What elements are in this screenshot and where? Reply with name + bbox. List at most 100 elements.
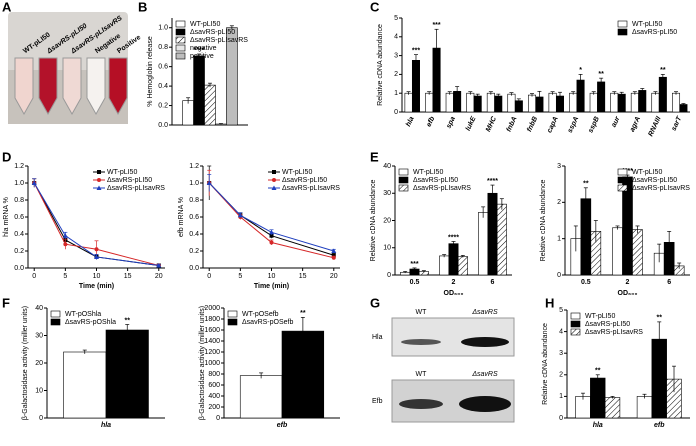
y-tick-label: 200	[208, 404, 220, 411]
y-tick-label: 1.0	[189, 180, 199, 187]
bar	[632, 229, 643, 276]
bar	[580, 198, 592, 276]
y-tick-label: 0.2	[189, 248, 199, 255]
legend-swatch	[398, 184, 409, 192]
legend-swatch	[175, 36, 186, 44]
y-axis-label: efb mRNA %	[178, 197, 185, 237]
x-tick-label: 10	[93, 273, 101, 280]
y-tick-label: 0.6	[158, 63, 168, 70]
legend-label: WT-pOSefb	[242, 311, 279, 318]
legend-swatch	[617, 28, 628, 36]
x-tick-label: capA	[546, 116, 560, 134]
x-tick-label: 10	[268, 273, 276, 280]
bar	[494, 95, 503, 113]
legend-swatch	[398, 176, 409, 184]
blot-row-label: Efb	[372, 398, 383, 405]
legend-swatch	[617, 176, 628, 184]
legend-label: positive	[190, 53, 214, 60]
significance: **	[657, 315, 663, 322]
panel-label: B	[138, 0, 147, 14]
legend-label: WT-pLI50	[413, 169, 443, 176]
bar	[478, 212, 489, 276]
y-tick-label: 40	[383, 163, 391, 170]
legend-label: ΔsavRS-pLI50	[282, 177, 327, 184]
legend-marker	[272, 178, 276, 182]
panel-label: F	[2, 295, 10, 310]
bar	[411, 59, 420, 113]
y-tick-label: 30	[383, 190, 391, 197]
bar	[679, 104, 688, 113]
y-axis-label: Relative cDNA abundance	[542, 323, 549, 405]
bar	[457, 256, 468, 276]
significance: **	[598, 71, 604, 78]
point	[94, 247, 99, 252]
blot-row-label: Hla	[372, 334, 383, 341]
panel-label: C	[370, 0, 380, 14]
legend-label: ΔsavRS-pOShla	[65, 319, 116, 326]
significance: ***	[410, 261, 418, 268]
legend-swatch	[398, 168, 409, 176]
legend-label: ΔsavRS-pLI50	[632, 29, 677, 36]
tubes	[14, 57, 128, 116]
legend-label: WT-pLI50	[190, 21, 220, 28]
legend-label: ΔsavRS-pLI50	[107, 177, 152, 184]
x-tick-label: sspB	[587, 116, 601, 134]
y-tick-label: 0.0	[158, 122, 168, 129]
y-tick-label: 400	[208, 393, 220, 400]
x-tick-label: 6	[667, 279, 671, 286]
significance: **	[595, 368, 601, 375]
blot-lane-label: WT	[416, 371, 428, 378]
bar	[651, 92, 660, 113]
legend-label: ΔsavRS-pLIsavRS	[632, 185, 690, 192]
legend-label: ΔsavRS-pLI50	[190, 29, 235, 36]
bar	[658, 76, 667, 113]
bar	[193, 55, 205, 126]
legend-label: ΔsavRS-pLI50	[585, 321, 630, 328]
y-tick-label: 0.6	[14, 214, 24, 221]
point	[62, 233, 68, 238]
blot-lane-label: ΔsavRS	[471, 371, 498, 378]
bar	[487, 192, 498, 276]
bar	[569, 92, 578, 113]
y-tick-label: 0.2	[158, 102, 168, 109]
y-tick-label: 1000	[204, 360, 220, 367]
y-tick-label: 3	[557, 163, 561, 170]
point	[94, 254, 99, 259]
bar	[636, 396, 653, 419]
y-tick-label: 2	[559, 372, 563, 379]
significance: **	[125, 317, 131, 324]
panel-label: A	[2, 0, 12, 14]
bar	[610, 92, 619, 113]
legend-label: negative	[190, 45, 217, 52]
x-tick-label: 0.5	[410, 279, 420, 286]
y-tick-label: 10	[35, 387, 43, 394]
bar	[590, 377, 606, 419]
x-tick-label: hla	[405, 116, 416, 128]
bar	[617, 93, 626, 113]
y-axis-label: Relative cDNA abundance	[377, 24, 384, 106]
x-tick-label: 2	[626, 279, 630, 286]
legend-label: WT-pOShla	[65, 311, 101, 318]
significance: ****	[487, 178, 498, 185]
bar	[604, 397, 621, 419]
y-axis-label: β-Galactosidase activity (miller units)	[22, 306, 29, 420]
y-tick-label: 0.4	[14, 231, 24, 238]
legend-label: WT-pLI50	[585, 313, 615, 320]
y-tick-label: 0.8	[158, 44, 168, 51]
legend-label: ΔsavRS-pLIsavRS	[190, 37, 248, 44]
y-tick-label: 0.4	[189, 231, 199, 238]
y-tick-label: 1200	[204, 349, 220, 356]
panel-label: G	[370, 295, 380, 310]
x-tick-label: efb	[426, 115, 437, 128]
bar	[548, 92, 557, 113]
legend-swatch	[227, 310, 238, 318]
point	[206, 180, 212, 185]
x-tick-label: 5	[238, 273, 242, 280]
x-tick-label: 0	[207, 273, 211, 280]
point	[331, 248, 337, 253]
legend-swatch	[175, 20, 186, 28]
legend-marker	[96, 185, 102, 190]
legend-swatch	[175, 44, 186, 52]
x-tick-label: 20	[155, 273, 163, 280]
x-tick-label: 2	[452, 279, 456, 286]
